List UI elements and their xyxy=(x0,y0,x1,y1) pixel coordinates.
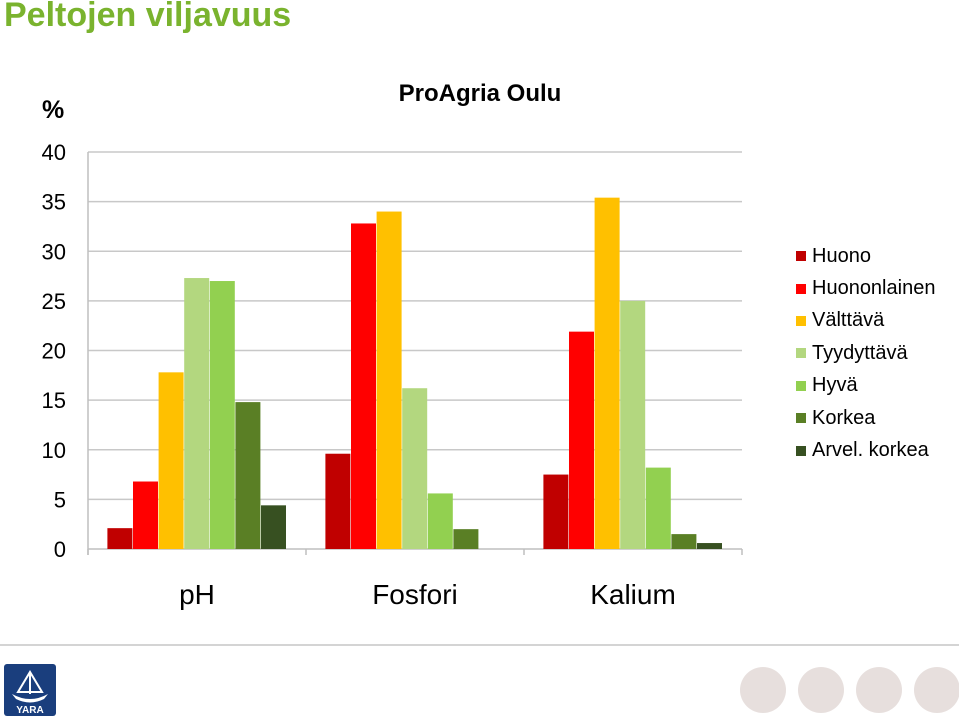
yara-logo: YARA xyxy=(4,664,56,716)
nav-dot xyxy=(798,667,844,713)
legend-item: Korkea xyxy=(796,402,935,434)
y-tick-label: 5 xyxy=(54,487,66,512)
logo-text: YARA xyxy=(16,705,43,716)
legend-swatch xyxy=(796,283,806,294)
legend-swatch xyxy=(796,348,806,359)
y-tick-label: 30 xyxy=(42,239,66,264)
legend-swatch xyxy=(796,251,806,262)
bar-chart: 0 5 10 15 20 25 30 35 40 pH Fosfori Kalium xyxy=(42,140,743,610)
y-tick-label: 15 xyxy=(42,388,66,413)
y-tick-label: 10 xyxy=(42,438,66,463)
bar xyxy=(376,211,402,550)
bar xyxy=(402,388,428,549)
y-tick-label: 40 xyxy=(42,140,66,165)
legend-item: Huononlainen xyxy=(796,272,935,304)
nav-dot xyxy=(856,667,902,713)
legend-label: Huononlainen xyxy=(812,277,936,300)
y-tick-label: 25 xyxy=(42,289,66,314)
legend-label: Arvel. korkea xyxy=(812,439,929,462)
legend-swatch xyxy=(796,445,806,456)
nav-dot xyxy=(740,667,786,713)
navigation-dots xyxy=(740,667,959,713)
x-category-label: Kalium xyxy=(590,579,676,610)
legend-item: Huono xyxy=(796,240,935,272)
legend-label: Tyydyttävä xyxy=(812,341,908,364)
x-category-label: pH xyxy=(179,579,215,610)
bar xyxy=(235,402,261,549)
bar xyxy=(671,534,697,549)
bar xyxy=(107,528,133,549)
bar xyxy=(184,278,210,549)
bar xyxy=(133,481,158,549)
legend-label: Välttävä xyxy=(812,309,885,332)
chart-title: ProAgria Oulu xyxy=(398,80,562,107)
legend-swatch xyxy=(796,380,806,391)
slide-title: Peltojen viljavuus xyxy=(4,0,292,34)
bar xyxy=(594,197,620,549)
y-tick-label: 35 xyxy=(42,190,66,215)
legend-label: Hyvä xyxy=(812,374,858,397)
bar xyxy=(261,505,286,549)
bar xyxy=(351,223,376,549)
bar xyxy=(325,453,351,549)
y-tick-label: 20 xyxy=(42,339,66,364)
bar xyxy=(427,493,453,549)
legend-swatch xyxy=(796,315,806,326)
bar xyxy=(453,529,479,549)
legend-label: Huono xyxy=(812,244,871,267)
viking-ship-hull xyxy=(12,694,48,703)
legend-swatch xyxy=(796,413,806,424)
chart-legend: Huono Huononlainen Välttävä Tyydyttävä Hyvä K… xyxy=(796,240,935,467)
y-axis-label: % xyxy=(42,96,65,124)
bar xyxy=(697,543,722,549)
nav-dot xyxy=(914,667,959,713)
legend-item: Hyvä xyxy=(796,370,935,402)
bar xyxy=(569,331,594,549)
y-tick-label: 0 xyxy=(54,537,66,562)
legend-item: Välttävä xyxy=(796,305,935,337)
bar xyxy=(543,474,569,549)
x-category-label: Fosfori xyxy=(372,579,458,610)
bar xyxy=(209,281,235,549)
footer-divider xyxy=(0,644,959,646)
bar xyxy=(158,372,184,549)
bar xyxy=(620,300,646,549)
bar xyxy=(645,467,671,549)
legend-label: Korkea xyxy=(812,406,876,429)
legend-item: Arvel. korkea xyxy=(796,434,935,466)
legend-item: Tyydyttävä xyxy=(796,337,935,369)
